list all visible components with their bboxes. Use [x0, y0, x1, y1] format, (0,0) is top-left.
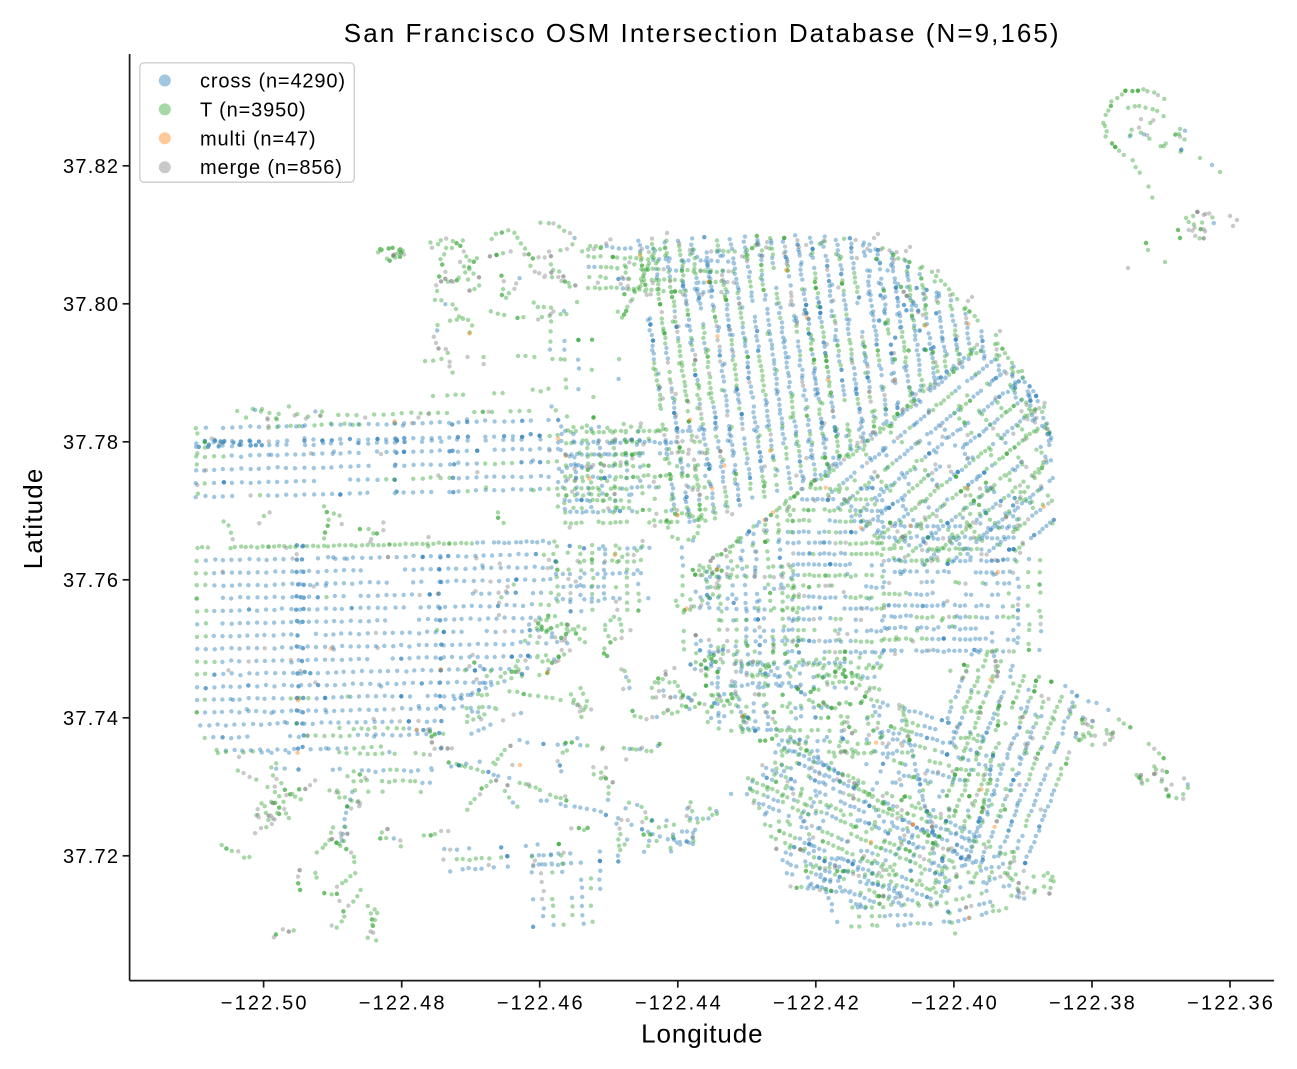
- svg-text:37.72: 37.72: [63, 846, 119, 868]
- svg-text:−122.48: −122.48: [359, 992, 447, 1014]
- svg-text:T (n=3950): T (n=3950): [200, 99, 307, 121]
- svg-text:37.80: 37.80: [63, 294, 119, 316]
- svg-text:37.74: 37.74: [63, 708, 119, 730]
- svg-text:−122.38: −122.38: [1049, 992, 1137, 1014]
- svg-text:−122.46: −122.46: [497, 992, 585, 1014]
- svg-text:−122.36: −122.36: [1187, 992, 1275, 1014]
- svg-text:−122.44: −122.44: [635, 992, 723, 1014]
- svg-text:cross (n=4290): cross (n=4290): [200, 71, 346, 93]
- svg-text:San Francisco OSM Intersection: San Francisco OSM Intersection Database …: [344, 18, 1061, 48]
- svg-text:37.76: 37.76: [63, 570, 119, 592]
- svg-text:Longitude: Longitude: [641, 1018, 763, 1048]
- svg-text:−122.50: −122.50: [221, 992, 309, 1014]
- svg-text:multi (n=47): multi (n=47): [200, 128, 316, 150]
- svg-text:Latitude: Latitude: [18, 468, 48, 570]
- svg-text:−122.42: −122.42: [773, 992, 861, 1014]
- svg-text:−122.40: −122.40: [911, 992, 999, 1014]
- svg-text:merge (n=856): merge (n=856): [200, 157, 343, 179]
- svg-text:37.78: 37.78: [63, 432, 119, 454]
- svg-text:37.82: 37.82: [63, 156, 119, 178]
